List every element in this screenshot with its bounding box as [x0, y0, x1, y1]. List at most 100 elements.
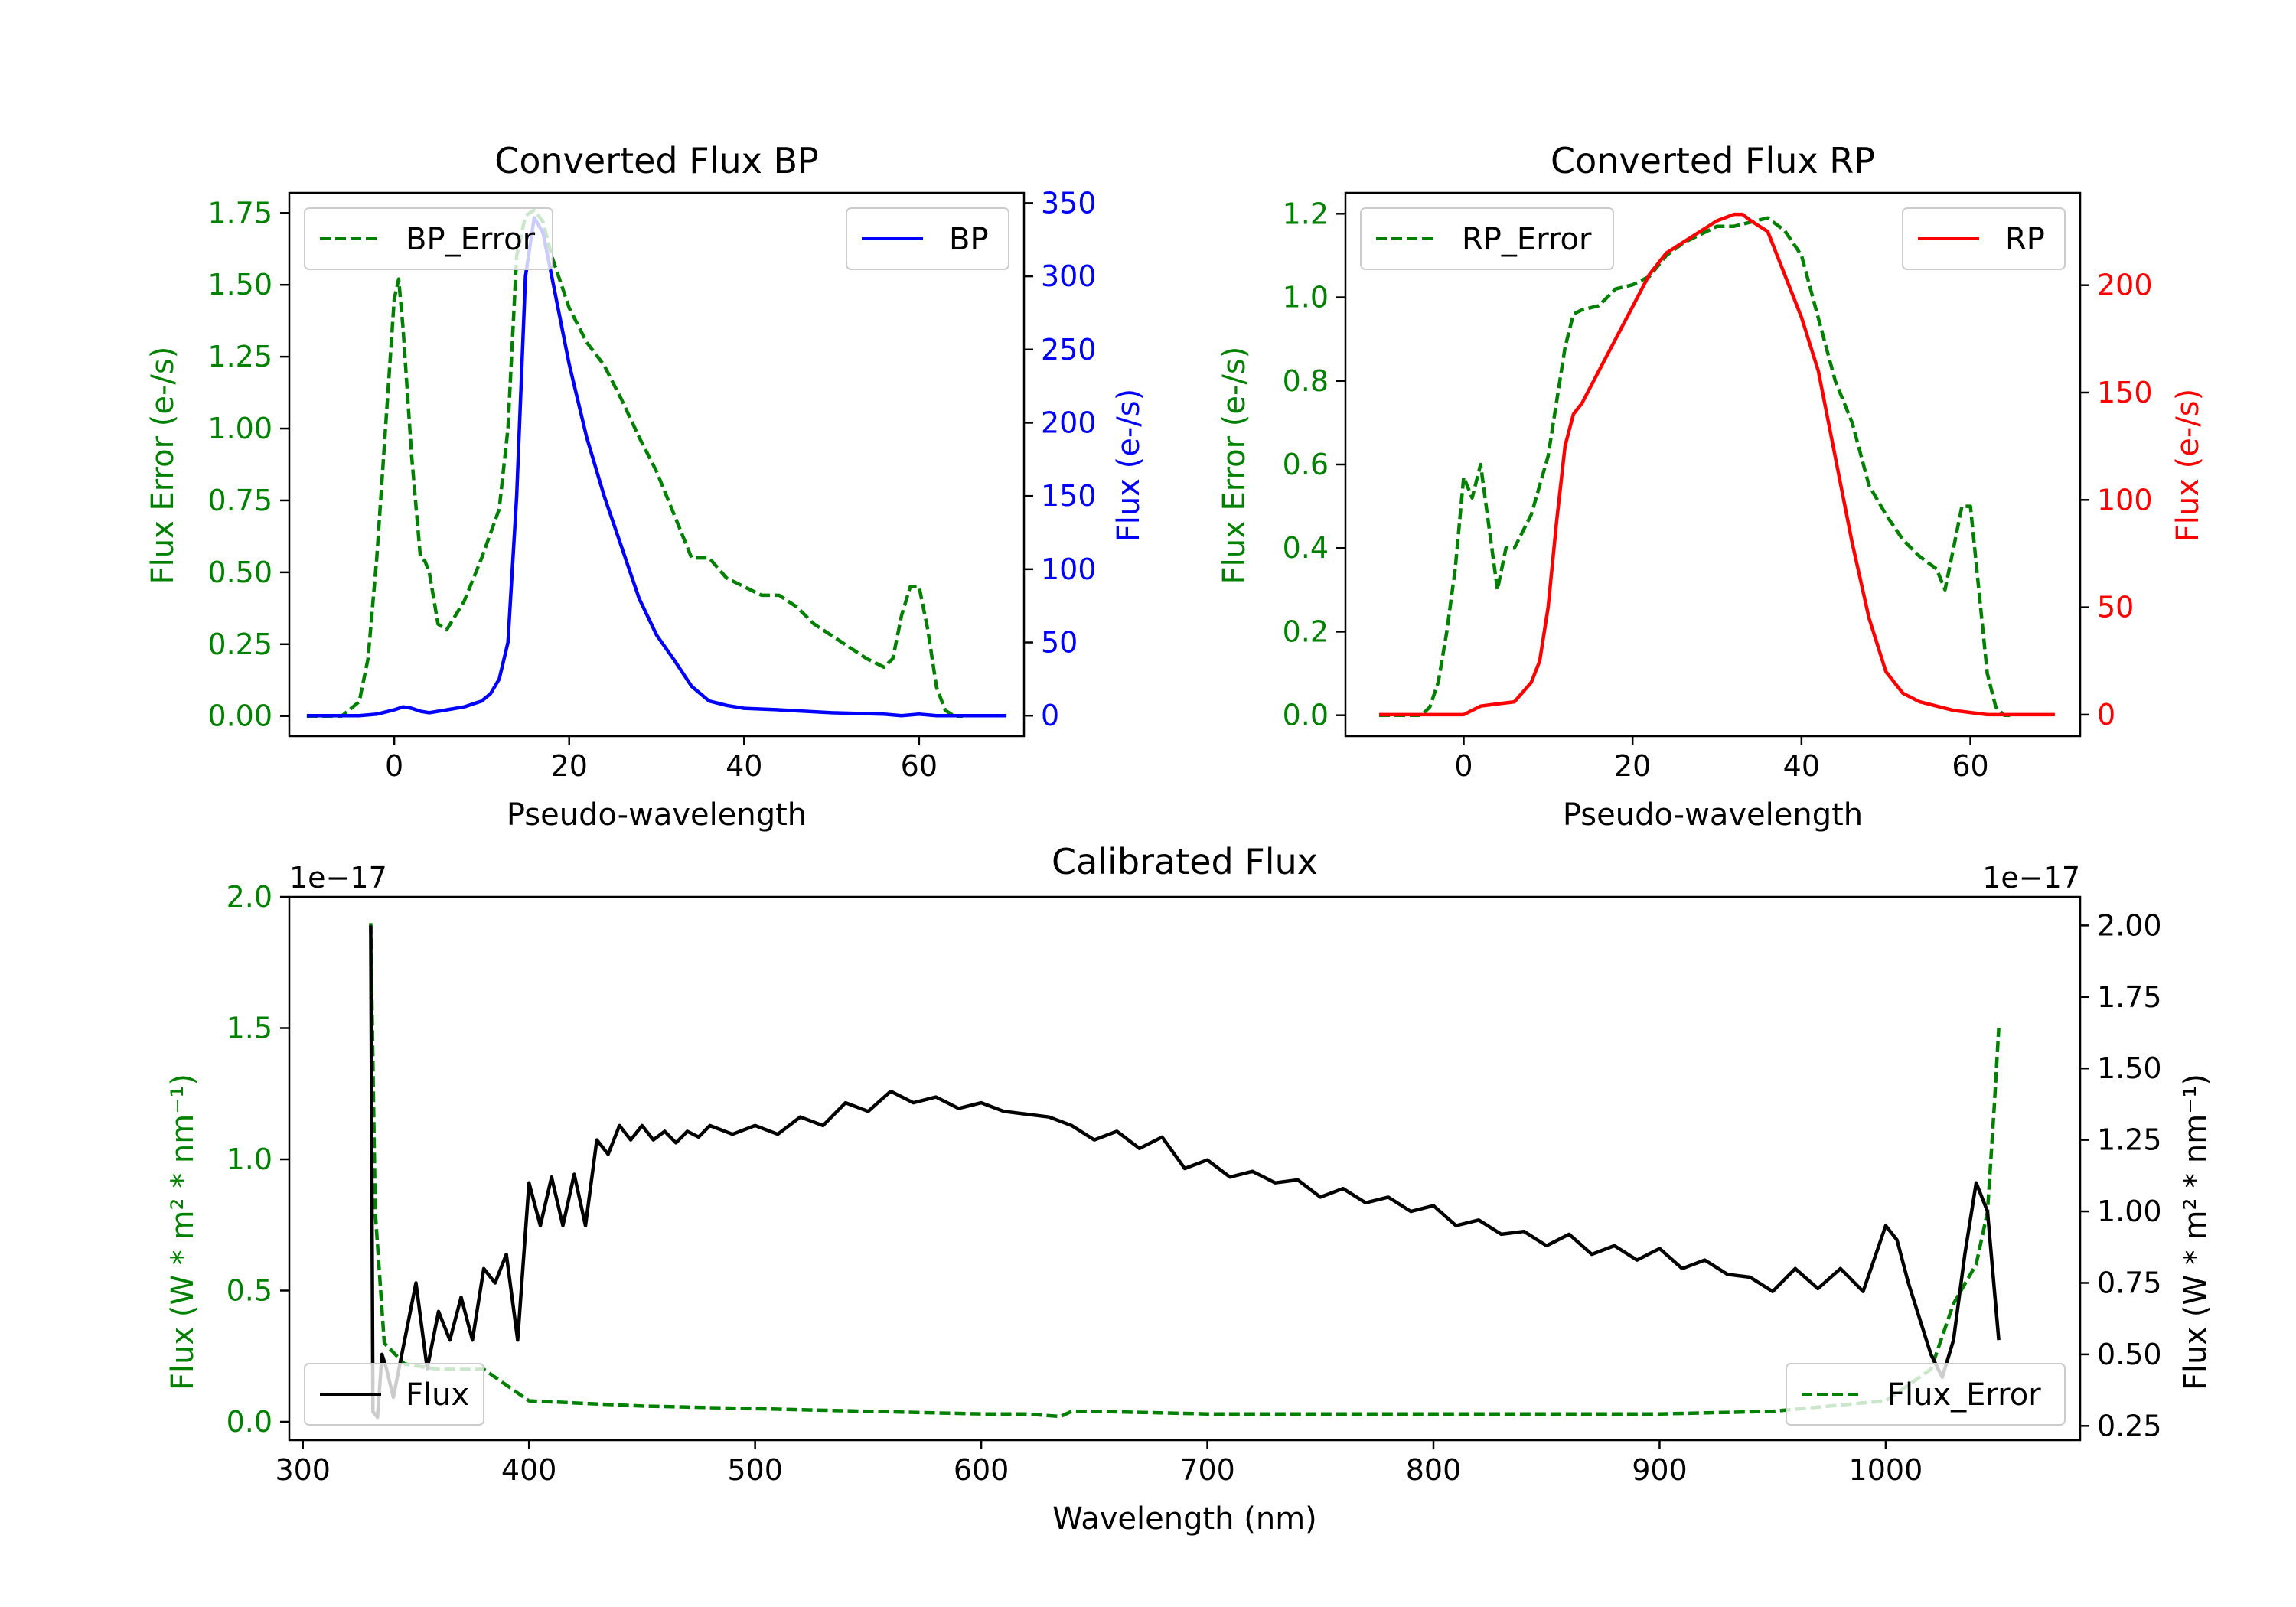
bp-ytick-left-label: 1.25	[207, 340, 272, 373]
cal-ylabel-right: Flux (W * m² * nm⁻¹)	[2178, 1074, 2213, 1390]
bp-ytick-left-label: 0.00	[207, 699, 272, 733]
cal-y-ticks-left: 0.0 0.5 1.0 1.5 2.0	[227, 880, 289, 1439]
rp-xtick-label: 20	[1614, 749, 1651, 783]
bp-legend-left-label: BP_Error	[406, 222, 536, 257]
rp-ylabel-left: Flux Error (e-/s)	[1217, 347, 1252, 585]
cal-x-ticks: 300 400 500 600 700 800 900 1000	[275, 1440, 1923, 1487]
cal-ytick-right-label: 2.00	[2097, 908, 2162, 942]
bp-ytick-left-label: 1.50	[207, 268, 272, 302]
cal-ytick-right-label: 1.00	[2097, 1195, 2162, 1228]
cal-panel: Calibrated Flux Wavelength (nm) 1e−17 1e…	[165, 841, 2213, 1537]
rp-series	[1379, 212, 2055, 717]
rp-ytick-right-label: 0	[2097, 698, 2115, 732]
cal-ytick-right-label: 1.25	[2097, 1123, 2162, 1157]
cal-legend-right: Flux_Error	[1786, 1363, 2066, 1426]
bp-ytick-left-label: 0.25	[207, 627, 272, 661]
cal-ytick-left-label: 0.5	[227, 1273, 272, 1307]
bp-y-ticks-right: 0 50 100 150 200 250 300 350	[1024, 186, 1097, 732]
cal-xlabel: Wavelength (nm)	[1052, 1501, 1317, 1537]
rp-ylabel-right: Flux (e-/s)	[2170, 389, 2206, 542]
bp-x-ticks: 0 20 40 60	[385, 736, 938, 783]
rp-x-ticks: 0 20 40 60	[1454, 736, 1989, 783]
cal-ytick-left-label: 0.0	[227, 1405, 272, 1439]
rp-ytick-right-label: 200	[2097, 269, 2153, 302]
rp-panel: Converted Flux RP Pseudo-wavelength Flux…	[1217, 140, 2206, 833]
rp-ytick-left-label: 0.2	[1283, 614, 1329, 648]
cal-xtick-label: 900	[1632, 1453, 1688, 1487]
bp-ytick-right-label: 0	[1041, 699, 1059, 732]
rp-axes-frame	[1344, 191, 2082, 738]
bp-ylabel-right: Flux (e-/s)	[1111, 389, 1146, 542]
cal-xtick-label: 600	[954, 1453, 1009, 1487]
bp-ytick-right-label: 50	[1041, 626, 1078, 660]
bp-xtick-label: 20	[551, 749, 588, 783]
bp-series-bp-line	[306, 216, 1007, 718]
cal-xtick-label: 800	[1406, 1453, 1462, 1487]
rp-ytick-left-label: 1.0	[1283, 281, 1329, 315]
cal-xtick-label: 1000	[1849, 1453, 1923, 1487]
bp-series-bp-error-line	[306, 208, 963, 718]
bp-y-ticks-left: 0.00 0.25 0.50 0.75 1.00 1.25 1.50 1.75	[207, 196, 289, 733]
bp-legend-right: BP	[846, 207, 1009, 270]
bp-xtick-label: 0	[385, 749, 403, 783]
bp-xlabel: Pseudo-wavelength	[507, 797, 807, 833]
cal-title: Calibrated Flux	[1052, 841, 1318, 882]
bp-legend-right-label: BP	[949, 222, 989, 257]
rp-ytick-right-label: 100	[2097, 483, 2153, 517]
bp-xtick-label: 60	[901, 749, 938, 783]
rp-ytick-left-label: 1.2	[1283, 197, 1329, 230]
rp-legend-left: RP_Error	[1360, 207, 1614, 270]
rp-legend-left-label: RP_Error	[1462, 222, 1592, 257]
bp-xtick-label: 40	[726, 749, 762, 783]
bp-ytick-left-label: 1.75	[207, 196, 272, 230]
cal-y-ticks-right: 0.25 0.50 0.75 1.00 1.25 1.50 1.75 2.00	[2080, 908, 2162, 1442]
rp-ytick-left-label: 0.4	[1283, 531, 1329, 565]
rp-xtick-label: 60	[1952, 749, 1988, 783]
cal-legend-right-label: Flux_Error	[1887, 1377, 2041, 1413]
cal-ytick-right-label: 0.75	[2097, 1266, 2162, 1299]
bp-ytick-left-label: 1.00	[207, 412, 272, 445]
rp-ytick-right-label: 50	[2097, 591, 2134, 624]
cal-ytick-right-label: 1.50	[2097, 1051, 2162, 1085]
cal-xtick-label: 300	[275, 1453, 331, 1487]
rp-xlabel: Pseudo-wavelength	[1563, 797, 1863, 833]
bp-ytick-right-label: 250	[1041, 333, 1097, 367]
cal-ytick-right-label: 0.25	[2097, 1409, 2162, 1442]
bp-ytick-right-label: 300	[1041, 259, 1097, 293]
bp-title: Converted Flux BP	[494, 140, 819, 181]
rp-xtick-label: 0	[1454, 749, 1473, 783]
cal-xtick-label: 700	[1179, 1453, 1235, 1487]
bp-legend-left: BP_Error	[304, 207, 553, 270]
cal-legend-left: Flux	[304, 1363, 484, 1426]
cal-ytick-right-label: 0.50	[2097, 1338, 2162, 1371]
bp-panel: Converted Flux BP Pseudo-wavelength Flux…	[145, 140, 1146, 833]
cal-offset-right: 1e−17	[1982, 861, 2080, 895]
rp-ytick-left-label: 0.0	[1283, 699, 1329, 732]
rp-xtick-label: 40	[1783, 749, 1820, 783]
bp-ytick-right-label: 350	[1041, 186, 1097, 220]
bp-ytick-right-label: 100	[1041, 553, 1097, 586]
cal-legend-left-label: Flux	[406, 1377, 469, 1413]
rp-title: Converted Flux RP	[1551, 140, 1875, 181]
cal-ytick-left-label: 1.0	[227, 1143, 272, 1176]
cal-axes-frame	[288, 895, 2082, 1442]
bp-ytick-right-label: 150	[1041, 479, 1097, 513]
rp-legend-right: RP	[1902, 207, 2066, 270]
cal-xtick-label: 400	[501, 1453, 557, 1487]
rp-y-ticks-right: 0 50 100 150 200	[2080, 269, 2153, 732]
rp-ytick-left-label: 0.6	[1283, 448, 1329, 481]
cal-offset-left: 1e−17	[289, 861, 387, 895]
cal-ytick-right-label: 1.75	[2097, 980, 2162, 1014]
cal-ytick-left-label: 2.0	[227, 880, 272, 914]
rp-legend-right-label: RP	[2005, 222, 2045, 257]
bp-ylabel-left: Flux Error (e-/s)	[145, 347, 181, 585]
bp-ytick-left-label: 0.75	[207, 484, 272, 517]
rp-ytick-left-label: 0.8	[1283, 364, 1329, 398]
rp-series-rp-line	[1379, 212, 2055, 717]
cal-series-flux-line	[369, 925, 2001, 1420]
bp-ytick-right-label: 200	[1041, 406, 1097, 439]
rp-y-ticks-left: 0.0 0.2 0.4 0.6 0.8 1.0 1.2	[1283, 197, 1345, 732]
rp-ytick-right-label: 150	[2097, 376, 2153, 409]
bp-axes-frame	[288, 191, 1026, 738]
